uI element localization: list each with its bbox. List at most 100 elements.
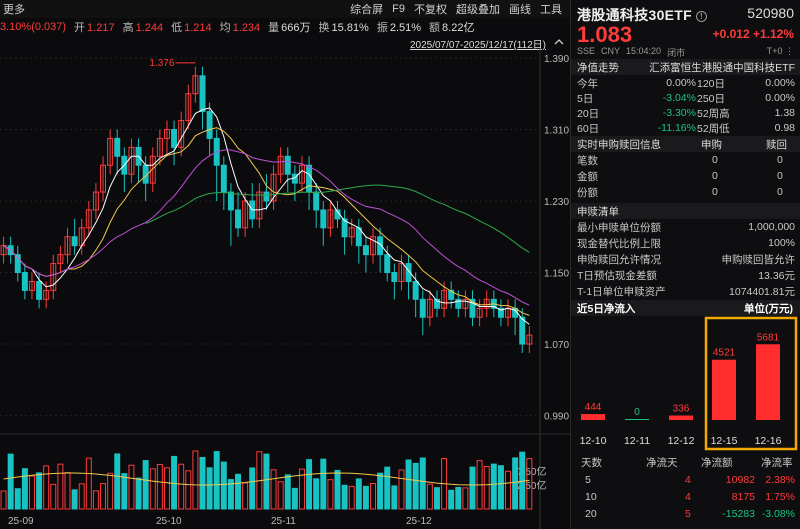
table-cell: 4 xyxy=(685,491,691,503)
volume-bar xyxy=(128,464,135,510)
toolbar-item-4[interactable]: 画线 xyxy=(509,4,531,16)
toolbar-item-5[interactable]: 工具 xyxy=(540,4,562,16)
perf-label: 20日 xyxy=(577,107,600,120)
toolbar-item-1[interactable]: F9 xyxy=(392,3,405,15)
toolbar-item-0[interactable]: 综合屏 xyxy=(350,4,384,16)
volume-bar xyxy=(199,456,206,510)
turnover-value: 15.81% xyxy=(331,22,369,34)
volume-bar xyxy=(92,490,99,510)
more-button[interactable]: 更多 xyxy=(3,4,25,16)
section-title: 申赎清单 xyxy=(577,205,619,218)
volume-bar xyxy=(306,459,313,510)
volume-bar xyxy=(370,482,377,510)
realtime-row: 份额 0 0 xyxy=(571,184,800,200)
candle xyxy=(114,137,121,157)
volume-bar xyxy=(64,472,71,510)
candle xyxy=(476,307,483,318)
candle xyxy=(384,254,391,274)
toolbar-item-3[interactable]: 超级叠加 xyxy=(456,4,500,16)
table-cell: 2.38% xyxy=(765,474,795,486)
volume-bar xyxy=(213,451,220,510)
table-column-header: 净流天 xyxy=(646,456,678,469)
candle xyxy=(227,191,234,211)
fund-full-name: 汇添富恒生港股通中国科技ETF xyxy=(649,61,795,74)
toolbar-item-2[interactable]: 不复权 xyxy=(414,4,447,16)
volume-bar xyxy=(391,485,398,510)
chevron-up-icon[interactable] xyxy=(553,37,565,47)
candlestick-chart[interactable]: 1.3901.3101.2301.1501.0700.9901.3767.50亿… xyxy=(0,49,570,529)
perf-value: -3.04% xyxy=(662,92,696,104)
table-cell: -3.08% xyxy=(761,508,795,520)
column-header: 申购 xyxy=(701,138,722,151)
table-cell: 4 xyxy=(685,474,691,486)
candle xyxy=(220,164,227,193)
inflow-bar xyxy=(625,419,649,420)
turnover-label: 换 xyxy=(318,22,330,34)
realtime-label: 笔数 xyxy=(577,154,598,167)
candle xyxy=(0,245,7,256)
highlight-box xyxy=(704,316,798,451)
table-cell: 8175 xyxy=(731,491,755,503)
volume-bar xyxy=(114,453,121,510)
candle xyxy=(405,263,412,282)
x-tick-label: 25-12 xyxy=(406,516,432,527)
date-range[interactable]: 2025/07/07-2025/12/17(112日) xyxy=(409,40,546,51)
perf-value: 0.00% xyxy=(666,77,696,89)
inflow-date-label: 12-12 xyxy=(668,435,695,447)
more-icon[interactable]: ⋮ xyxy=(785,46,794,56)
volume-bar xyxy=(235,473,242,510)
chart-toolbar: 更多 综合屏 F9 不复权 超级叠加 画线 工具 xyxy=(0,0,570,18)
toolbar-items: 综合屏 F9 不复权 超级叠加 画线 工具 xyxy=(350,0,562,18)
volume-bar xyxy=(43,465,50,510)
info-icon[interactable]: ! xyxy=(696,10,708,22)
volume-bar xyxy=(362,485,369,510)
price-delta: +0.012 +1.12% xyxy=(712,27,794,41)
perf-label: 52周高 xyxy=(697,107,730,120)
volume-bar xyxy=(291,487,298,510)
realtime-value: 0 xyxy=(712,154,718,166)
candle xyxy=(92,191,99,211)
volume-bar xyxy=(419,457,426,510)
perf-value: 0.00% xyxy=(765,92,795,104)
candle xyxy=(199,75,206,113)
perf-row: 20日 -3.30% 52周高 1.38 xyxy=(571,105,800,121)
volume-bar xyxy=(78,483,85,510)
table-column-header: 天数 xyxy=(581,456,602,469)
realtime-value: 0 xyxy=(777,170,783,182)
volume-bar xyxy=(171,455,178,510)
meta-item: CNY xyxy=(601,46,621,56)
perf-label: 120日 xyxy=(697,77,726,90)
candle xyxy=(57,254,64,265)
meta-item: 闭市 xyxy=(667,48,686,58)
y-tick-label: 1.150 xyxy=(544,269,569,280)
volume-bar xyxy=(433,487,440,510)
candle xyxy=(313,191,320,211)
table-cell: 20 xyxy=(585,508,597,520)
volume-bar xyxy=(178,463,185,510)
inflow-value-label: 336 xyxy=(673,404,690,415)
volume-bar xyxy=(455,486,462,510)
volume-bar xyxy=(327,479,334,510)
volume-bar xyxy=(206,467,213,510)
candle xyxy=(433,298,440,309)
list-label: 申购赎回允许情况 xyxy=(577,253,661,266)
table-column-header: 净流率 xyxy=(761,456,793,469)
list-label: 现金替代比例上限 xyxy=(577,237,661,250)
list-value: 1,000,000 xyxy=(748,221,795,233)
list-row: T-1日单位申赎资产 1074401.81元 xyxy=(571,283,800,299)
y-tick-label: 1.230 xyxy=(544,197,569,208)
inflow-date-label: 12-11 xyxy=(624,435,650,447)
change-text: 3.10%(0.037) xyxy=(0,21,67,33)
volume-bar xyxy=(36,472,43,510)
candle xyxy=(370,236,377,256)
table-column-header: 净流额 xyxy=(701,456,733,469)
volume-bar xyxy=(483,466,490,510)
candle xyxy=(43,289,50,300)
list-row: 现金替代比例上限 100% xyxy=(571,235,800,251)
inflow-date-label: 12-10 xyxy=(580,435,607,447)
candle xyxy=(419,298,426,318)
perf-row: 5日 -3.04% 250日 0.00% xyxy=(571,90,800,106)
volume-bar xyxy=(405,459,412,510)
realtime-value: 0 xyxy=(712,186,718,198)
candle xyxy=(270,173,277,202)
